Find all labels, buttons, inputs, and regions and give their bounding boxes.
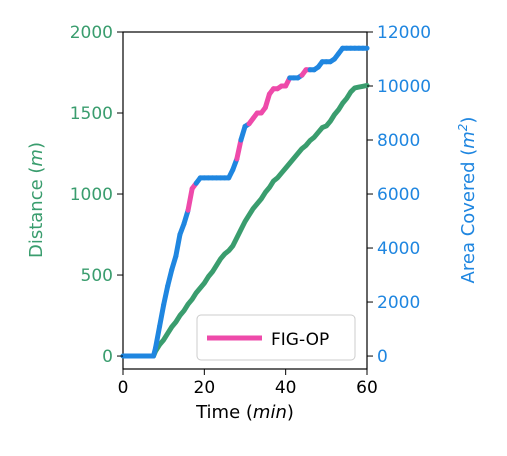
y-right-axis-title-prefix: Area Covered ( bbox=[458, 149, 479, 284]
x-tick-label: 0 bbox=[118, 378, 129, 398]
series-layer bbox=[120, 45, 370, 359]
y-left-axis-title: Distance (m) bbox=[26, 142, 47, 258]
area-segment-blue bbox=[153, 323, 163, 351]
x-tick-label: 60 bbox=[356, 378, 378, 398]
y-right-axis-title: Area Covered (m2) bbox=[456, 117, 479, 284]
area-segment-blue bbox=[157, 302, 167, 329]
y-right-axis-title-sup: 2 bbox=[456, 124, 470, 132]
legend-label: FIG-OP bbox=[271, 330, 329, 350]
distance-line bbox=[120, 82, 370, 359]
y-left-tick-label: 1500 bbox=[70, 104, 113, 124]
y-left-axis-title-prefix: Distance ( bbox=[26, 167, 47, 258]
x-axis: 0 20 40 60 bbox=[118, 369, 378, 398]
y-right-tick-label: 12000 bbox=[377, 23, 431, 43]
plot-frame bbox=[122, 31, 368, 370]
area-segment-pink bbox=[185, 186, 195, 213]
y-left-axis-title-unit: m bbox=[26, 149, 47, 167]
x-tick-label: 40 bbox=[275, 378, 297, 398]
y-left-tick-label: 500 bbox=[81, 266, 113, 286]
y-left-tick-label: 2000 bbox=[70, 23, 113, 43]
y-right-tick-label: 4000 bbox=[377, 239, 420, 259]
y-right-tick-label: 2000 bbox=[377, 293, 420, 313]
y-right-axis-title-unit: m bbox=[458, 131, 479, 149]
y-right-tick-label: 6000 bbox=[377, 185, 420, 205]
area-segment-pink bbox=[234, 137, 244, 162]
x-axis-title-suffix: ) bbox=[287, 402, 294, 423]
area-segment-blue bbox=[165, 267, 175, 289]
plot-area bbox=[120, 31, 370, 370]
x-axis-title-prefix: Time ( bbox=[195, 402, 253, 423]
area-segment-blue bbox=[161, 283, 171, 308]
x-tick-label: 20 bbox=[194, 378, 216, 398]
y-left-tick-label: 0 bbox=[102, 347, 113, 367]
y-left-axis-title-suffix: ) bbox=[26, 142, 47, 149]
y-right-tick-label: 10000 bbox=[377, 77, 431, 97]
y-right-axis-title-suffix: ) bbox=[458, 117, 479, 124]
y-right-axis: 0 2000 4000 6000 8000 10000 12000 bbox=[367, 23, 431, 367]
x-axis-title: Time (min) bbox=[195, 402, 294, 423]
y-left-axis: 0 500 1000 1500 2000 bbox=[70, 23, 123, 367]
x-axis-title-unit: min bbox=[253, 402, 287, 423]
y-right-tick-label: 8000 bbox=[377, 131, 420, 151]
legend-box bbox=[196, 314, 356, 361]
y-left-tick-label: 1000 bbox=[70, 185, 113, 205]
area-segment-blue bbox=[173, 232, 183, 259]
y-right-tick-label: 0 bbox=[377, 347, 388, 367]
legend: FIG-OP bbox=[196, 314, 356, 361]
